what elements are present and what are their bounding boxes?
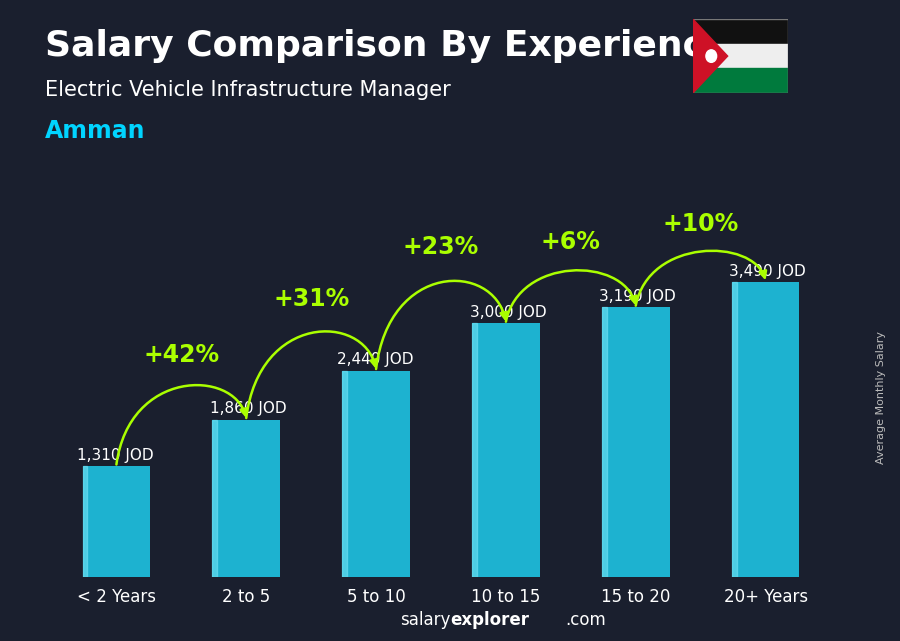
Bar	[472, 324, 477, 577]
Bar	[83, 466, 87, 577]
Bar	[693, 19, 788, 44]
Bar	[732, 282, 799, 577]
FancyArrowPatch shape	[376, 281, 508, 369]
Bar	[732, 282, 736, 577]
Text: 3,190 JOD: 3,190 JOD	[599, 289, 676, 304]
FancyArrowPatch shape	[635, 251, 766, 306]
Bar	[602, 308, 670, 577]
Bar	[212, 420, 217, 577]
Text: +31%: +31%	[273, 287, 349, 311]
Text: Salary Comparison By Experience: Salary Comparison By Experience	[45, 29, 728, 63]
Text: +10%: +10%	[662, 212, 739, 235]
Text: +42%: +42%	[143, 342, 220, 367]
Bar	[212, 420, 280, 577]
Bar	[693, 44, 788, 69]
FancyArrowPatch shape	[116, 385, 247, 465]
Bar	[342, 370, 347, 577]
Text: 3,490 JOD: 3,490 JOD	[729, 263, 806, 279]
Text: salary: salary	[400, 612, 450, 629]
Text: 3,000 JOD: 3,000 JOD	[470, 305, 546, 320]
Text: .com: .com	[565, 612, 606, 629]
Text: explorer: explorer	[450, 612, 529, 629]
Bar	[83, 466, 150, 577]
Polygon shape	[693, 19, 727, 93]
Text: +23%: +23%	[403, 235, 479, 259]
Bar	[342, 370, 410, 577]
Bar	[602, 308, 607, 577]
Bar	[472, 324, 540, 577]
Text: 1,310 JOD: 1,310 JOD	[77, 448, 154, 463]
Text: 2,440 JOD: 2,440 JOD	[338, 353, 414, 367]
FancyArrowPatch shape	[506, 271, 636, 322]
Text: Electric Vehicle Infrastructure Manager: Electric Vehicle Infrastructure Manager	[45, 80, 451, 100]
FancyArrowPatch shape	[247, 331, 377, 418]
Bar	[693, 69, 788, 93]
Text: 1,860 JOD: 1,860 JOD	[210, 401, 286, 417]
Text: Amman: Amman	[45, 119, 146, 142]
Circle shape	[706, 50, 716, 62]
Text: +6%: +6%	[541, 230, 601, 254]
Text: Average Monthly Salary: Average Monthly Salary	[877, 331, 886, 464]
